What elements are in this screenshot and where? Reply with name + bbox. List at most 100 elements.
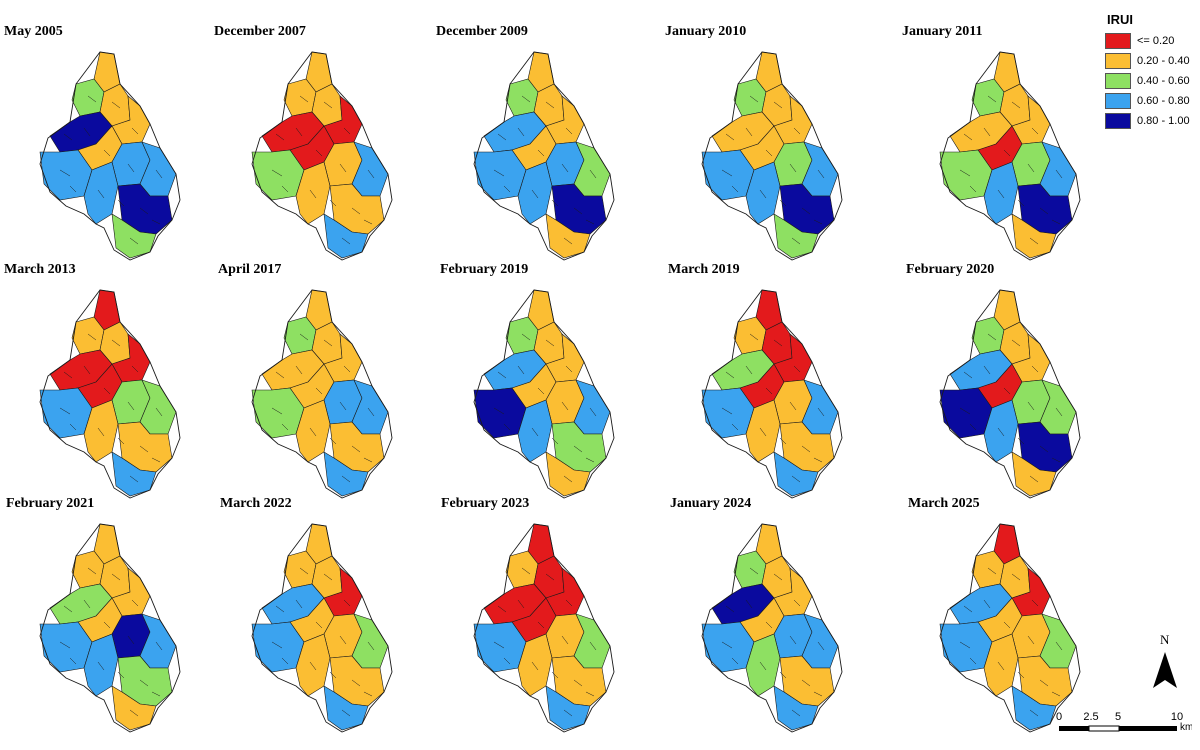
watershed-map	[701, 523, 843, 733]
legend-swatch	[1105, 93, 1131, 109]
subbasin-boundary	[1003, 387, 1011, 395]
subbasin-boundary	[563, 475, 573, 483]
subbasin-boundary	[1055, 407, 1063, 417]
subbasin-boundary	[1029, 237, 1039, 245]
subwatershed-sc	[1011, 213, 1057, 259]
subwatershed-sc	[773, 451, 819, 497]
subbasin-boundary	[69, 185, 77, 193]
subbasin-boundary	[367, 407, 375, 417]
subbasin-boundary	[151, 691, 161, 697]
map-panel: February 2023	[434, 496, 674, 741]
watershed-map	[251, 289, 393, 499]
subbasin-boundary	[503, 423, 511, 431]
subbasin-boundary	[997, 661, 1005, 671]
subbasin-boundary	[563, 709, 573, 717]
subbasin-boundary	[573, 207, 583, 215]
subbasin-boundary	[725, 605, 735, 613]
subbasin-boundary	[773, 339, 783, 347]
subbasin-boundary	[1055, 641, 1063, 651]
subbasin-boundary	[589, 169, 597, 179]
subbasin-boundary	[1031, 365, 1039, 373]
subbasin-boundary	[745, 599, 753, 609]
legend-item: 0.40 - 0.60	[1105, 71, 1197, 91]
subbasin-boundary	[131, 599, 139, 607]
subbasin-boundary	[83, 127, 91, 137]
legend-item: 0.60 - 0.80	[1105, 91, 1197, 111]
subbasin-boundary	[111, 573, 121, 581]
watershed-map	[939, 51, 1081, 261]
subwatershed-sc	[111, 451, 157, 497]
map-panel: February 2020	[900, 262, 1140, 507]
subbasin-boundary	[281, 185, 289, 193]
legend: IRUI <= 0.20 0.20 - 0.40 0.40 - 0.60 0.60 -…	[1105, 12, 1197, 131]
legend-label: 0.40 - 0.60	[1137, 75, 1190, 87]
panel-title: February 2021	[6, 496, 95, 511]
watershed-outline	[939, 289, 1081, 499]
subbasin-boundary	[1003, 149, 1011, 157]
subbasin-boundary	[1029, 709, 1039, 717]
legend-label: 0.80 - 1.00	[1137, 115, 1190, 127]
watershed-map	[39, 289, 181, 499]
subbasin-boundary	[497, 133, 507, 141]
subbasin-boundary	[351, 445, 361, 453]
subwatershed-sc	[111, 213, 157, 259]
watershed-map	[939, 289, 1081, 499]
subbasin-boundary	[111, 101, 121, 109]
subbasin-boundary	[817, 407, 825, 417]
subbasin-boundary	[725, 371, 735, 379]
subbasin-boundary	[721, 641, 733, 649]
subbasin-boundary	[731, 657, 739, 665]
subbasin-boundary	[517, 127, 525, 137]
subbasin-boundary	[521, 95, 531, 103]
map-panel: December 2007	[212, 24, 452, 269]
subbasin-boundary	[131, 127, 139, 135]
subbasin-boundary	[561, 163, 569, 173]
subbasin-boundary	[561, 635, 569, 645]
subbasin-boundary	[131, 365, 139, 373]
scale-unit: km	[1180, 722, 1192, 733]
subbasin-boundary	[1055, 169, 1063, 179]
subbasin-boundary	[63, 371, 73, 379]
subwatershed-sc	[773, 685, 819, 731]
subbasin-boundary	[351, 679, 361, 687]
map-panel: April 2017	[212, 262, 452, 507]
map-panel: February 2021	[0, 496, 240, 741]
subbasin-boundary	[63, 133, 73, 141]
subbasin-boundary	[983, 365, 991, 375]
subwatershed-sc	[323, 213, 369, 259]
subbasin-boundary	[793, 127, 801, 135]
map-panel: March 2022	[212, 496, 452, 741]
north-label: N	[1160, 632, 1170, 647]
legend-swatch	[1105, 33, 1131, 49]
panel-title: January 2010	[665, 24, 747, 39]
subbasin-boundary	[759, 427, 767, 437]
subbasin-boundary	[275, 371, 285, 379]
subbasin-boundary	[773, 573, 783, 581]
subbasin-boundary	[69, 423, 77, 431]
subbasin-boundary	[537, 387, 545, 395]
subbasin-boundary	[789, 163, 797, 173]
subwatershed-s	[295, 161, 331, 225]
subbasin-boundary	[963, 133, 973, 141]
subbasin-boundary	[983, 127, 991, 137]
subwatershed-s	[295, 399, 331, 463]
subbasin-boundary	[127, 163, 135, 173]
subbasin-boundary	[721, 169, 733, 177]
subbasin-boundary	[565, 599, 573, 607]
subbasin-boundary	[155, 641, 163, 651]
subbasin-boundary	[983, 599, 991, 609]
subbasin-boundary	[103, 387, 111, 395]
subwatershed-sc	[111, 685, 157, 731]
subbasin-boundary	[127, 635, 135, 645]
subbasin-boundary	[271, 641, 283, 649]
subbasin-boundary	[969, 185, 977, 193]
scale-tick-0: 0	[1056, 711, 1062, 723]
scale-tick-3: 10	[1171, 711, 1183, 723]
subbasin-boundary	[561, 401, 569, 411]
watershed-map	[251, 523, 393, 733]
subbasin-boundary	[537, 621, 545, 629]
legend-item: <= 0.20	[1105, 31, 1197, 51]
panel-title: March 2013	[4, 262, 76, 277]
watershed-map	[473, 523, 615, 733]
subbasin-boundary	[801, 445, 811, 453]
